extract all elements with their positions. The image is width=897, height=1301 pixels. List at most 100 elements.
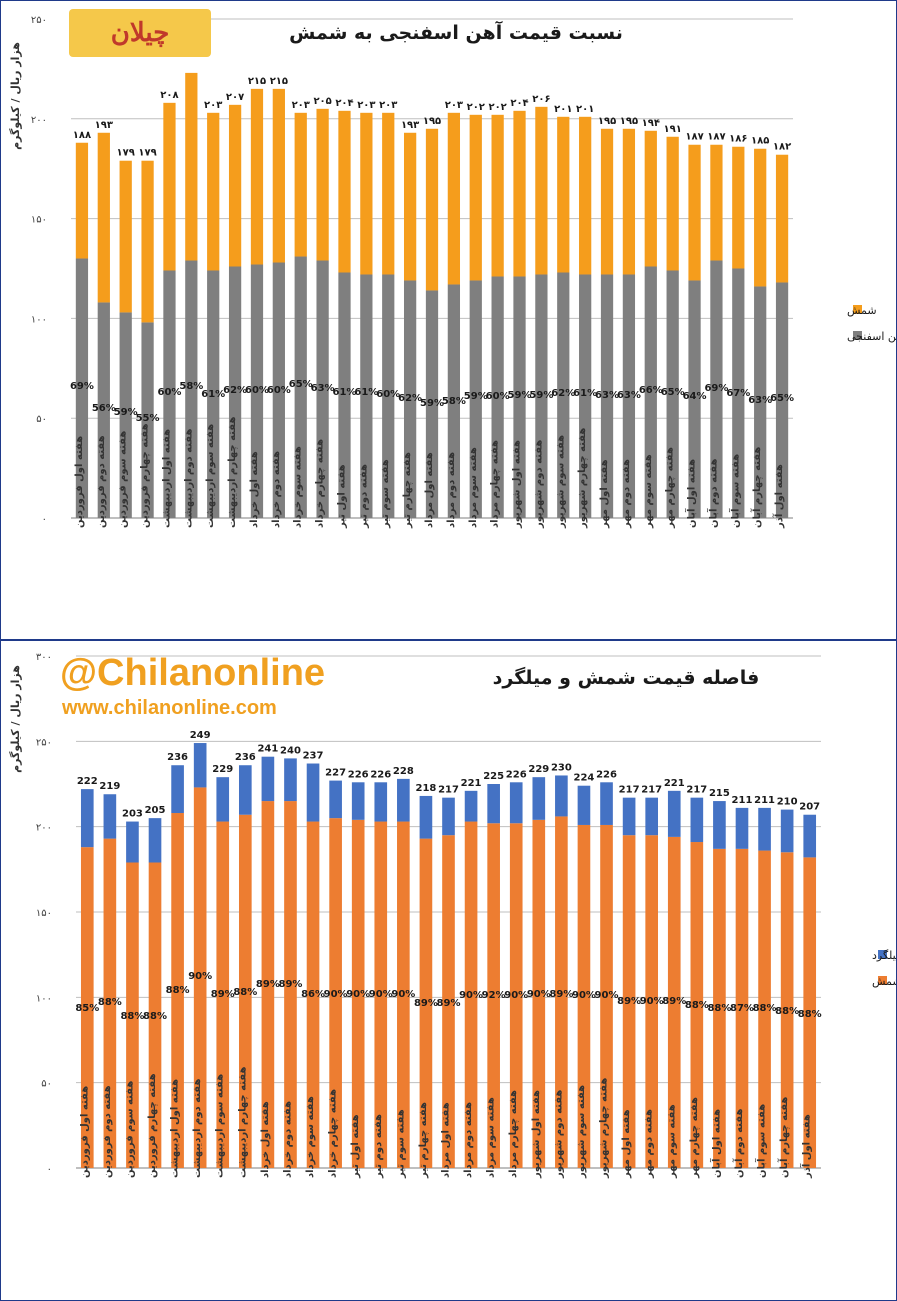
x-tick-label: هفته دوم آبان: [732, 1109, 745, 1178]
data-label-percent: 90%: [459, 990, 483, 1001]
data-label-total: 217: [438, 785, 459, 796]
watermark-handle: @Chilanonline: [60, 652, 326, 694]
data-label-total: 215: [709, 788, 730, 799]
legend-label: آهن اسفنجی: [847, 329, 896, 343]
data-label-total: ۲۰۳: [204, 100, 222, 111]
bar-segment-top: [555, 775, 568, 817]
bar-segment-top: [97, 132, 110, 303]
y-tick-label: ۱۵۰: [36, 908, 52, 919]
x-tick-label: هفته اول آبان: [685, 459, 698, 528]
x-tick-label: هفته اول اردیبهشت: [161, 429, 172, 528]
bar-series-a: [622, 274, 636, 518]
data-label-total: 230: [551, 762, 572, 773]
bar-series-a: [126, 862, 139, 1168]
bar-series-a: [382, 274, 395, 518]
x-tick-label: هفته چهارم شهریور: [577, 428, 588, 529]
bar-segment-top: [491, 114, 504, 277]
data-label-percent: 65%: [289, 379, 313, 390]
data-label-total: 249: [190, 730, 211, 741]
bar-segment-top: [360, 112, 373, 275]
y-tick-label: ۲۵۰: [31, 15, 47, 26]
bar-segment-top: [710, 144, 723, 261]
bar-segment-top: [713, 801, 726, 849]
bar-series-a: [207, 270, 220, 518]
x-tick-label: هفته دوم مرداد: [446, 452, 457, 528]
bar-series-a: [397, 821, 410, 1168]
bar-segment-top: [513, 110, 526, 277]
x-tick-label: هفته سوم فروردین: [124, 1081, 135, 1178]
y-axis-label: هزار ریال / کیلوگرم: [9, 665, 22, 773]
bar-series-a: [261, 801, 275, 1168]
x-tick-label: هفته دوم تیر: [373, 1114, 384, 1179]
bar-series-a: [732, 268, 745, 518]
data-label-total: ۲۰۱: [576, 104, 594, 115]
data-label-total: 221: [664, 778, 685, 789]
x-tick-label: هفته چهارم مهر: [665, 447, 676, 529]
chart-panel-billet-rebar: ۰ ۵۰ ۱۰۰ ۱۵۰ ۲۰۰ ۲۵۰ ۳۰۰ فاصله قیمت شمش و میلگر…: [0, 640, 897, 1301]
bar-segment-top: [272, 88, 285, 263]
bar-segment-top: [622, 797, 636, 836]
bar-series-a: [216, 821, 230, 1168]
data-label-percent: 88%: [143, 1011, 167, 1022]
data-label-percent: 85%: [75, 1003, 99, 1014]
bar-segment-top: [338, 110, 351, 273]
data-label-total: ۲۰۲: [488, 102, 506, 113]
bar-series-a: [780, 852, 794, 1168]
bar-segment-top: [690, 797, 704, 843]
data-label-total: 229: [212, 764, 233, 775]
data-label-percent: 61%: [333, 387, 357, 398]
bar-segment-top: [193, 743, 207, 788]
chart-title: فاصله قیمت شمش و میلگرد: [493, 666, 760, 689]
data-label-percent: 89%: [279, 979, 303, 990]
x-tick-label: هفته چهارم خرداد: [328, 1089, 339, 1178]
data-label-total: 211: [754, 795, 775, 806]
bar-series-a: [487, 823, 500, 1168]
bar-segment-top: [464, 790, 478, 822]
y-axis-label: هزار ریال / کیلوگرم: [9, 42, 22, 150]
data-label-total: ۱۹۳: [401, 120, 419, 131]
bar-segment-top: [126, 821, 139, 863]
x-tick-label: هفته اول فروردین: [74, 436, 85, 528]
bar-series-a: [141, 322, 154, 518]
bar-segment-top: [666, 136, 679, 271]
bar-series-a: [688, 280, 701, 518]
bar-segment-top: [688, 144, 701, 281]
data-label-percent: 63%: [595, 390, 619, 401]
watermark-logo: چیلان: [69, 9, 211, 57]
y-tick-label: ۰: [42, 514, 47, 525]
x-tick-label: هفته اول آذر: [800, 1114, 813, 1179]
x-tick-label: هفته دوم فروردین: [96, 435, 107, 528]
y-tick-label: ۲۰۰: [36, 823, 52, 834]
data-label-percent: 60%: [267, 385, 291, 396]
legend-swatch: [878, 950, 887, 959]
watermark-url: www.chilanonline.com: [62, 697, 277, 719]
data-label-total: 226: [596, 769, 617, 780]
data-label-total: 226: [506, 769, 527, 780]
bar-series-a: [294, 256, 307, 518]
x-tick-label: هفته چهارم اردیبهشت: [237, 1067, 248, 1178]
x-tick-label: هفته چهارم فروردین: [140, 423, 151, 528]
data-label-percent: 59%: [508, 390, 532, 401]
bar-series-a: [557, 272, 570, 518]
data-label-total: ۲۰۴: [335, 98, 353, 109]
x-tick-label: هفته چهارم تیر: [402, 452, 413, 529]
bar-series-a: [250, 264, 264, 518]
data-label-total: 227: [325, 768, 346, 779]
data-label-total: ۱۸۵: [751, 136, 769, 147]
data-label-percent: 61%: [573, 388, 597, 399]
data-label-total: ۱۸۷: [685, 132, 703, 143]
bar-segment-top: [351, 782, 365, 820]
bar-segment-top: [557, 116, 570, 273]
data-label-percent: 87%: [730, 1003, 754, 1014]
data-label-percent: 89%: [211, 989, 235, 1000]
data-label-percent: 88%: [166, 985, 190, 996]
bar-series-a: [238, 814, 252, 1168]
bar-series-a: [775, 282, 789, 518]
bar-series-a: [306, 821, 320, 1168]
bar-segment-top: [425, 128, 439, 291]
bar-series-a: [447, 284, 461, 518]
x-tick-label: هفته سوم تیر: [380, 459, 391, 529]
bar-segment-top: [403, 132, 417, 281]
bar-segment-top: [163, 102, 176, 271]
bar-segment-top: [419, 795, 433, 839]
